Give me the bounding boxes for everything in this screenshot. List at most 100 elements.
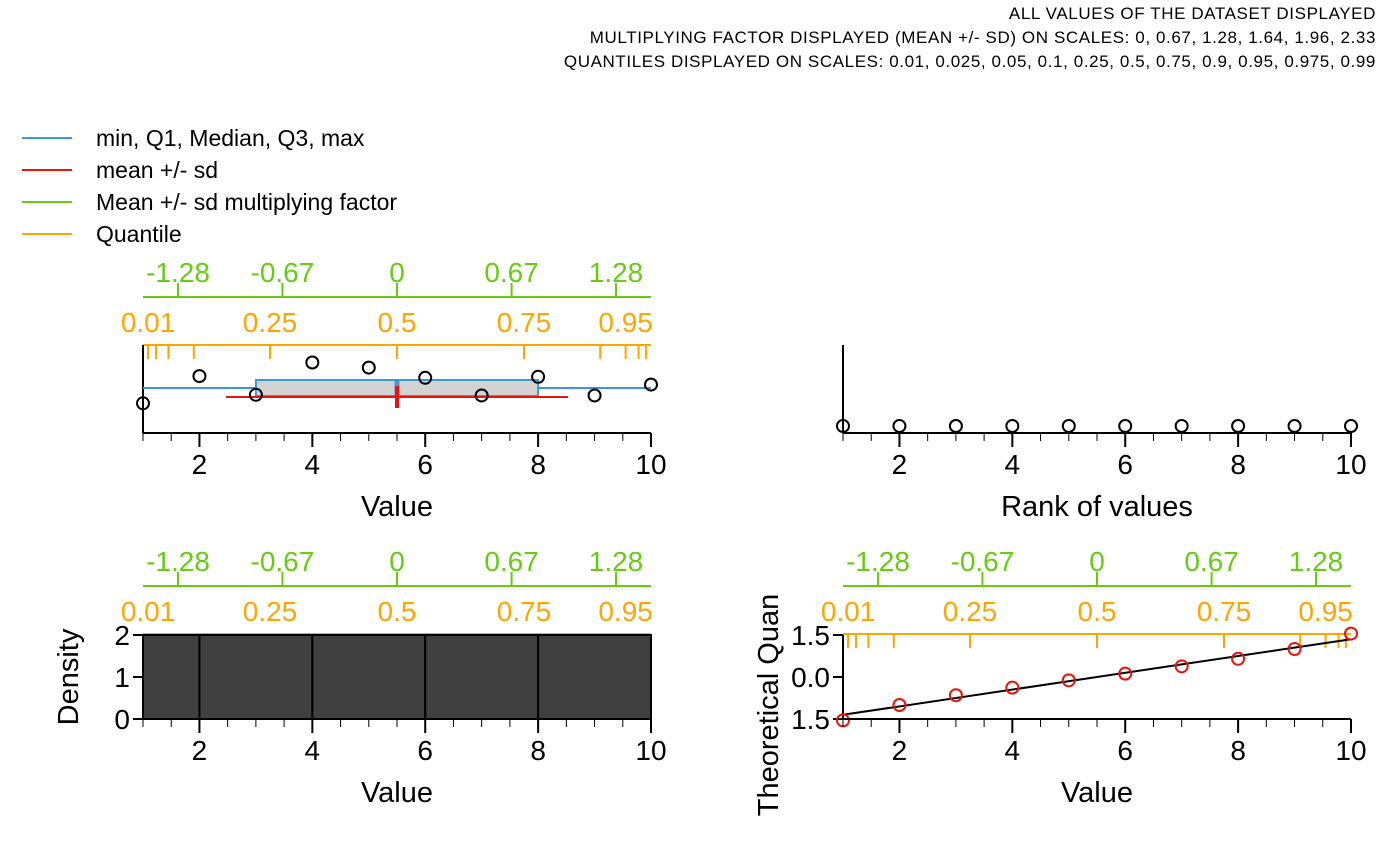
boxplot-point xyxy=(474,388,489,403)
rank-point xyxy=(1287,419,1302,433)
histogram-sd-factor-label: 1.28 xyxy=(589,546,644,577)
boxplot-point xyxy=(361,360,376,375)
qqplot-sd-factor-label: -1.28 xyxy=(846,546,910,577)
boxplot-point xyxy=(418,370,433,385)
rank-point xyxy=(1344,419,1358,433)
histogram-x-tick-label: 10 xyxy=(635,735,666,766)
chart-legend: min, Q1, Median, Q3, max mean +/- sd Mea… xyxy=(22,122,397,250)
histogram-y-axis-title: Density xyxy=(53,628,85,725)
boxplot-point xyxy=(248,387,263,402)
histogram-sd-factor-label: -0.67 xyxy=(251,546,315,577)
header-line-3: QUANTILES DISPLAYED ON SCALES: 0.01, 0.0… xyxy=(563,52,1376,71)
histogram-quantile-label: 0.25 xyxy=(243,596,298,627)
histogram-quantile-label: 0.5 xyxy=(378,596,417,627)
histogram-sd-factor-label: -1.28 xyxy=(146,546,210,577)
qqplot-quantile-label: 0.25 xyxy=(943,596,998,627)
header-line-1: ALL VALUES OF THE DATASET DISPLAYED xyxy=(1008,4,1376,23)
qqplot-sd-factor-label: 1.28 xyxy=(1289,546,1344,577)
rank-point xyxy=(1174,419,1189,433)
boxplot-sd-factor-label: 0.67 xyxy=(484,257,539,288)
legend-item-mean-sd: mean +/- sd xyxy=(22,154,397,186)
qqplot-x-tick-label: 4 xyxy=(1005,735,1021,766)
boxplot-sd-factor-label: 0 xyxy=(389,257,405,288)
legend-line-mean-sd xyxy=(22,169,72,171)
histogram-x-axis-title: Value xyxy=(361,777,433,809)
histogram-quantile-label: 0.01 xyxy=(121,596,176,627)
qqplot-x-tick-label: 2 xyxy=(892,735,908,766)
rank-point xyxy=(892,419,907,433)
legend-line-boxplot xyxy=(22,137,72,139)
boxplot-point xyxy=(587,388,602,403)
qqplot-point xyxy=(1005,680,1020,695)
rank-x-tick-label: 4 xyxy=(1005,449,1021,480)
rank-point xyxy=(1231,419,1246,433)
histogram-bar xyxy=(537,634,652,720)
boxplot-sd-factor-label: -1.28 xyxy=(146,257,210,288)
boxplot-sd-factor-label: 1.28 xyxy=(589,257,644,288)
qqplot-point xyxy=(1231,651,1246,666)
qqplot-sd-factor-label: -0.67 xyxy=(951,546,1015,577)
boxplot-quantile-label: 0.95 xyxy=(598,307,653,338)
qqplot-x-tick-label: 8 xyxy=(1230,735,1246,766)
boxplot-quantile-label: 0.25 xyxy=(243,307,298,338)
qqplot-quantile-label: 0.01 xyxy=(821,596,876,627)
histogram-bar xyxy=(142,634,201,720)
histogram-y-tick-label: 0 xyxy=(114,704,130,735)
histogram-y-tick-label: 2 xyxy=(114,620,130,651)
rank-x-axis-title: Rank of values xyxy=(1001,491,1193,523)
boxplot-point xyxy=(136,396,150,411)
rank-point xyxy=(1005,419,1020,433)
rank-point xyxy=(948,419,963,433)
legend-label-boxplot: min, Q1, Median, Q3, max xyxy=(96,124,365,151)
boxplot-sd-factor-label: -0.67 xyxy=(251,257,315,288)
boxplot-x-tick-label: 4 xyxy=(305,449,321,480)
qqplot-point xyxy=(892,698,907,712)
qqplot-reference-line xyxy=(842,638,1352,716)
qqplot-point xyxy=(1287,642,1302,656)
qqplot-quantile-label: 0.5 xyxy=(1078,596,1117,627)
histogram-bar xyxy=(198,634,314,720)
qqplot-y-tick-label: 1.5 xyxy=(791,620,830,651)
rank-x-tick-label: 2 xyxy=(892,449,908,480)
boxplot-point xyxy=(305,355,320,370)
qqplot-point xyxy=(1344,626,1358,641)
boxplot-x-tick-label: 2 xyxy=(192,449,208,480)
boxplot-quantile-label: 0.01 xyxy=(121,307,176,338)
legend-label-mean-sd: mean +/- sd xyxy=(96,156,219,183)
histogram-y-tick-label: 1 xyxy=(114,662,130,693)
qqplot-quantile-label: 0.75 xyxy=(1197,596,1252,627)
histogram-x-tick-label: 8 xyxy=(530,735,546,766)
legend-label-sd-factor: Mean +/- sd multiplying factor xyxy=(96,188,398,215)
histogram-x-tick-label: 2 xyxy=(192,735,208,766)
boxplot-point xyxy=(644,377,658,392)
rank-point xyxy=(1061,419,1076,433)
histogram-quantile-label: 0.95 xyxy=(598,596,653,627)
legend-item-boxplot: min, Q1, Median, Q3, max xyxy=(22,122,397,154)
qqplot-y-tick-label: 1.5 xyxy=(791,704,830,735)
boxplot-point xyxy=(531,369,546,384)
boxplot-quantile-label: 0.75 xyxy=(497,307,552,338)
legend-item-sd-factor: Mean +/- sd multiplying factor xyxy=(22,186,397,218)
boxplot-x-axis-title: Value xyxy=(361,491,433,523)
histogram-x-tick-label: 6 xyxy=(417,735,433,766)
legend-label-quantile: Quantile xyxy=(96,220,182,247)
histogram-bar xyxy=(424,634,540,720)
histogram-sd-factor-label: 0 xyxy=(389,546,405,577)
qqplot-x-tick-label: 10 xyxy=(1335,735,1366,766)
qqplot-point xyxy=(1174,659,1189,674)
boxplot-x-tick-label: 10 xyxy=(635,449,666,480)
histogram-quantile-label: 0.75 xyxy=(497,596,552,627)
legend-line-quantile xyxy=(22,233,72,235)
qqplot-point xyxy=(1118,666,1133,681)
legend-item-quantile: Quantile xyxy=(22,218,397,250)
histogram-x-tick-label: 4 xyxy=(305,735,321,766)
qqplot-y-axis-title: Theoretical Quan xyxy=(753,594,785,816)
boxplot-point xyxy=(192,369,207,384)
boxplot-quantile-label: 0.5 xyxy=(378,307,417,338)
boxplot-x-tick-label: 6 xyxy=(417,449,433,480)
qqplot-point xyxy=(1061,673,1076,688)
rank-x-tick-label: 6 xyxy=(1117,449,1133,480)
legend-line-sd-factor xyxy=(22,201,72,203)
qqplot-quantile-label: 0.95 xyxy=(1298,596,1353,627)
